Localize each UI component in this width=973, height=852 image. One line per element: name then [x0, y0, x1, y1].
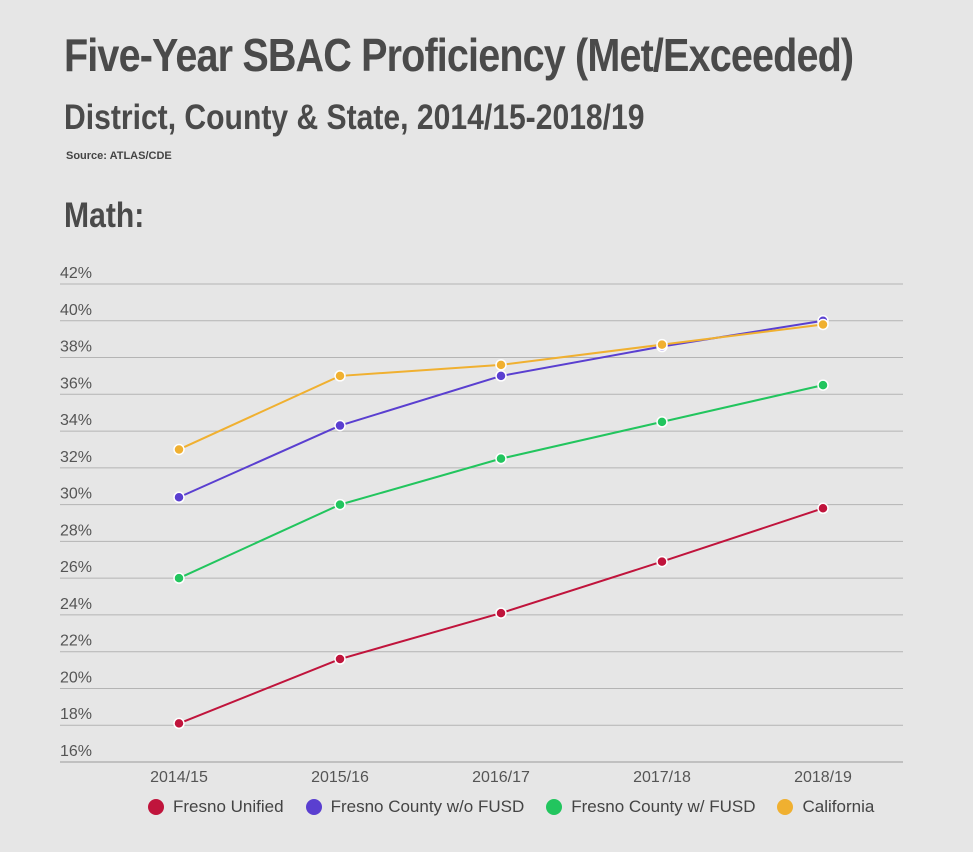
x-axis-ticks: 2014/15 2015/16 2016/17 2017/18 2018/19: [150, 769, 852, 786]
data-point-fresno-unified: [495, 607, 507, 619]
legend-label: California: [802, 797, 875, 816]
legend-swatch: [148, 799, 164, 815]
x-tick-label: 2015/16: [311, 769, 369, 786]
data-point-fresno-county-w-fusd: [495, 452, 507, 465]
x-tick-label: 2018/19: [794, 769, 852, 786]
legend-swatch: [305, 799, 322, 815]
data-point-fresno-unified: [334, 653, 346, 665]
legend-item-fresno-unified: Fresno Unified: [148, 797, 284, 817]
data-point-california: [656, 338, 668, 351]
y-tick-label: 32%: [60, 449, 92, 466]
series-line-fresno-county-w-o-fusd: [178, 319, 824, 499]
x-tick-label: 2016/17: [472, 769, 530, 786]
data-point-california: [334, 370, 346, 382]
y-tick-label: 40%: [60, 302, 92, 319]
y-tick-label: 30%: [60, 486, 92, 503]
y-tick-label: 36%: [60, 375, 92, 392]
data-point-fresno-county-w-fusd: [656, 416, 668, 428]
source-note: Source: ATLAS/CDE: [66, 150, 172, 162]
y-tick-label: 24%: [60, 596, 92, 613]
y-tick-label: 22%: [60, 633, 92, 650]
data-point-fresno-unified: [817, 502, 829, 515]
chart-title: Five-Year SBAC Proficiency (Met/Exceeded…: [64, 29, 854, 81]
data-point-fresno-county-w-o-fusd: [173, 491, 185, 504]
section-heading: Math:: [64, 196, 145, 235]
series-points: [173, 315, 829, 730]
y-tick-label: 34%: [60, 412, 92, 429]
y-tick-label: 18%: [60, 706, 92, 723]
legend-item-fresno-county-w-o-fusd: Fresno County w/o FUSD: [305, 797, 525, 817]
data-point-fresno-county-w-o-fusd: [334, 419, 346, 432]
data-point-fresno-county-w-fusd: [173, 572, 185, 584]
y-tick-label: 16%: [60, 743, 92, 760]
legend-label: Fresno County w/ FUSD: [571, 797, 756, 816]
chart-subtitle: District, County & State, 2014/15-2018/1…: [64, 98, 645, 137]
legend-label: Fresno Unified: [173, 797, 284, 816]
y-tick-label: 42%: [60, 265, 92, 282]
data-point-fresno-unified: [173, 717, 185, 730]
data-point-fresno-county-w-fusd: [817, 379, 829, 391]
legend-item-fresno-county-w-fusd: Fresno County w/ FUSD: [546, 797, 755, 817]
data-point-california: [817, 318, 829, 331]
legend: Fresno Unified Fresno County w/o FUSD Fres…: [148, 797, 874, 817]
legend-swatch: [777, 799, 794, 815]
data-point-fresno-unified: [656, 555, 668, 568]
x-tick-label: 2017/18: [633, 769, 691, 786]
data-point-california: [495, 359, 507, 371]
legend-label: Fresno County w/o FUSD: [330, 797, 525, 816]
y-tick-label: 38%: [60, 339, 92, 356]
y-tick-label: 26%: [60, 559, 92, 576]
data-point-fresno-county-w-fusd: [334, 498, 346, 511]
y-tick-label: 28%: [60, 522, 92, 539]
y-axis-ticks: 42% 40% 38% 36% 34% 32% 30% 28% 26% 24% 22% 20% 18% 1…: [60, 265, 92, 760]
x-tick-label: 2014/15: [150, 769, 208, 786]
gridlines: [60, 283, 903, 763]
data-point-fresno-county-w-o-fusd: [495, 370, 507, 382]
y-tick-label: 20%: [60, 669, 92, 686]
data-point-california: [173, 443, 185, 456]
legend-item-california: California: [777, 797, 874, 817]
series-line-fresno-county-w-fusd: [178, 384, 824, 580]
legend-swatch: [546, 799, 563, 815]
